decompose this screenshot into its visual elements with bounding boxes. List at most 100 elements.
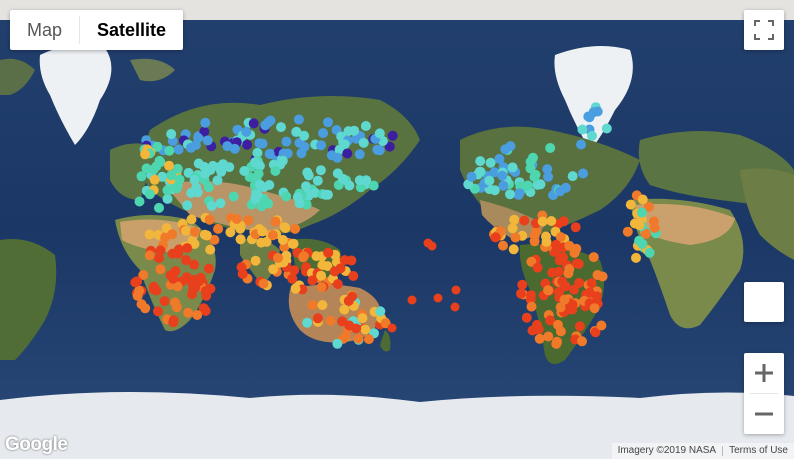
data-point bbox=[507, 162, 518, 173]
data-point bbox=[571, 243, 582, 254]
data-point bbox=[532, 319, 542, 330]
data-point bbox=[577, 336, 587, 347]
data-point bbox=[168, 273, 179, 284]
street-view-button[interactable] bbox=[744, 282, 784, 322]
data-point bbox=[267, 230, 278, 241]
data-point bbox=[252, 147, 263, 158]
data-point bbox=[589, 303, 600, 314]
data-point bbox=[155, 245, 166, 256]
data-point bbox=[368, 180, 379, 191]
data-point bbox=[155, 264, 166, 275]
map-type-map-button[interactable]: Map bbox=[27, 20, 63, 40]
data-point bbox=[316, 282, 327, 293]
data-point bbox=[564, 264, 575, 274]
data-point bbox=[508, 244, 519, 255]
data-point bbox=[299, 130, 310, 141]
zoom-control bbox=[744, 353, 784, 434]
data-point bbox=[302, 317, 313, 328]
data-point bbox=[189, 239, 200, 249]
data-point bbox=[361, 175, 372, 186]
data-point bbox=[303, 170, 314, 181]
data-point bbox=[279, 222, 290, 233]
data-point bbox=[157, 171, 168, 182]
data-point bbox=[644, 201, 654, 212]
data-point bbox=[215, 198, 226, 209]
data-point bbox=[354, 149, 365, 160]
data-point bbox=[312, 175, 323, 186]
data-point bbox=[192, 310, 203, 320]
data-point bbox=[374, 145, 385, 156]
data-point bbox=[205, 244, 216, 255]
data-point bbox=[637, 194, 648, 205]
data-point bbox=[144, 250, 155, 261]
map-type-divider bbox=[79, 16, 81, 44]
data-point bbox=[181, 255, 191, 266]
data-point bbox=[529, 172, 540, 182]
data-point bbox=[543, 171, 554, 182]
data-point bbox=[450, 302, 460, 312]
terms-of-use-link[interactable]: Terms of Use bbox=[729, 445, 788, 456]
data-point bbox=[648, 216, 659, 227]
data-point bbox=[186, 188, 197, 198]
data-point bbox=[332, 168, 343, 179]
data-point bbox=[243, 215, 254, 226]
data-point bbox=[132, 290, 143, 301]
data-point bbox=[546, 216, 557, 226]
data-point bbox=[498, 240, 508, 251]
data-point bbox=[555, 302, 566, 313]
data-point bbox=[222, 141, 233, 152]
data-point bbox=[307, 275, 318, 286]
data-point bbox=[332, 338, 343, 349]
data-point bbox=[151, 285, 162, 296]
data-point bbox=[555, 232, 566, 243]
zoom-in-button[interactable] bbox=[744, 353, 784, 393]
data-point bbox=[498, 180, 509, 191]
data-point bbox=[281, 250, 292, 261]
data-point bbox=[276, 122, 286, 133]
data-point bbox=[187, 289, 197, 300]
data-point bbox=[200, 117, 211, 128]
data-point bbox=[339, 255, 350, 266]
zoom-out-button[interactable] bbox=[744, 394, 784, 434]
data-point bbox=[531, 225, 542, 236]
data-point bbox=[577, 124, 588, 135]
imagery-attribution: Imagery ©2019 NASA bbox=[617, 445, 717, 456]
data-point bbox=[463, 179, 474, 190]
data-point bbox=[522, 180, 533, 191]
data-point bbox=[553, 266, 564, 277]
data-point bbox=[153, 306, 163, 317]
data-point bbox=[270, 166, 281, 176]
data-point bbox=[298, 251, 309, 262]
data-point bbox=[553, 319, 563, 330]
data-point bbox=[490, 232, 501, 243]
data-point bbox=[162, 185, 173, 196]
data-point bbox=[543, 285, 554, 296]
google-logo[interactable]: Google bbox=[5, 434, 68, 455]
data-point bbox=[203, 263, 214, 274]
data-point bbox=[152, 141, 163, 152]
data-point bbox=[545, 315, 556, 326]
map-type-satellite-button[interactable]: Satellite bbox=[97, 20, 167, 40]
fullscreen-button[interactable] bbox=[744, 10, 784, 50]
data-point bbox=[360, 121, 371, 131]
data-point bbox=[193, 132, 204, 143]
data-point bbox=[343, 295, 354, 306]
data-point bbox=[200, 305, 211, 316]
data-point bbox=[644, 247, 655, 258]
data-point bbox=[542, 164, 553, 175]
data-point bbox=[517, 279, 528, 290]
data-point bbox=[507, 223, 518, 234]
data-point bbox=[263, 198, 274, 209]
data-point bbox=[316, 140, 327, 151]
data-point bbox=[173, 144, 184, 155]
attribution-divider bbox=[722, 446, 724, 456]
data-point bbox=[583, 111, 594, 122]
data-point bbox=[339, 139, 350, 150]
data-point bbox=[164, 145, 175, 156]
data-point bbox=[277, 234, 288, 245]
data-point bbox=[237, 268, 248, 279]
data-point bbox=[550, 246, 561, 257]
data-point bbox=[591, 291, 602, 302]
